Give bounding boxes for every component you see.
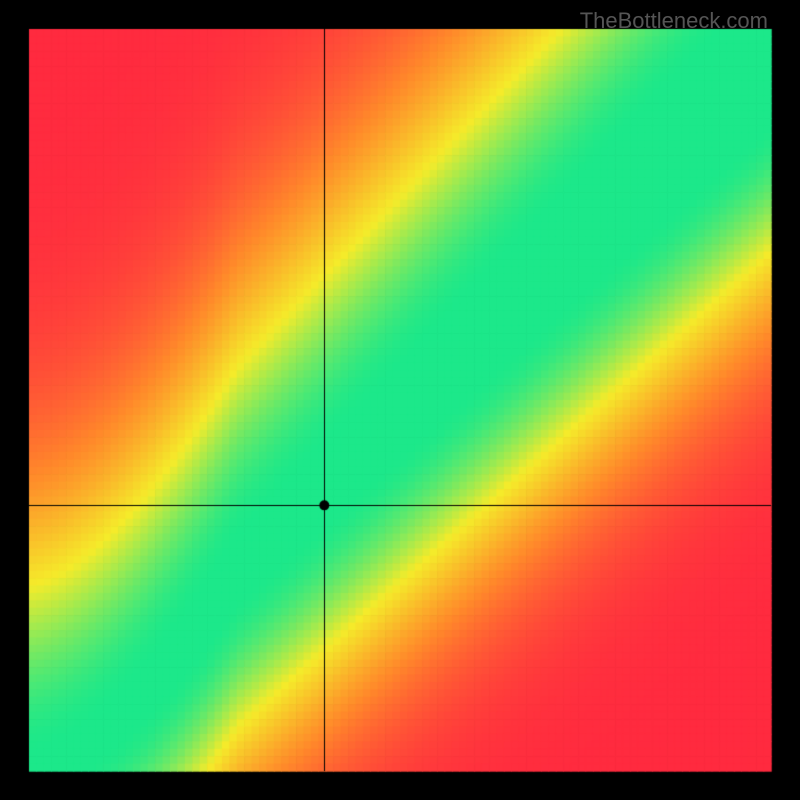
watermark-text: TheBottleneck.com xyxy=(580,8,768,34)
chart-container: TheBottleneck.com xyxy=(0,0,800,800)
heatmap-canvas xyxy=(0,0,800,800)
